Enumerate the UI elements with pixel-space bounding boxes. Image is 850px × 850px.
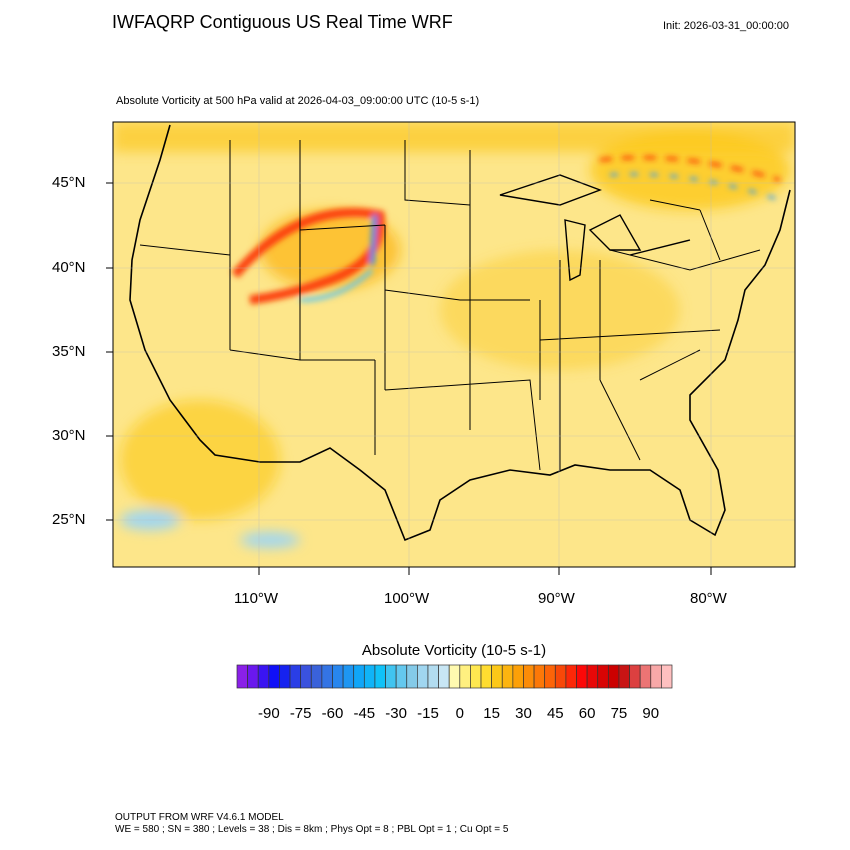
- colorbar-box: [639, 664, 652, 689]
- colorbar-tick-label: 15: [483, 705, 500, 722]
- colorbar-box: [289, 664, 302, 689]
- colorbar-box: [395, 664, 408, 689]
- colorbar-box: [459, 664, 471, 689]
- colorbar-box: [342, 664, 355, 689]
- axis-ticks: [106, 182, 712, 575]
- lat-tick-label: 35°N: [52, 343, 86, 360]
- colorbar-box: [257, 664, 270, 689]
- lon-tick-label: 90°W: [538, 590, 575, 607]
- plot-title: IWFAQRP Contiguous US Real Time WRF: [112, 12, 453, 32]
- colorbar-box: [268, 664, 280, 689]
- map-frame: [112, 121, 796, 568]
- plot-subtitle: Absolute Vorticity at 500 hPa valid at 2…: [116, 95, 480, 107]
- colorbar-box: [448, 664, 461, 689]
- colorbar-box: [332, 664, 344, 689]
- lon-tick-label: 110°W: [234, 590, 279, 607]
- colorbar-box: [470, 664, 482, 689]
- coastline-outline: [129, 124, 791, 542]
- colorbar: [236, 664, 673, 689]
- colorbar-title: Absolute Vorticity (10-5 s-1): [361, 642, 547, 659]
- great-lakes: [499, 174, 691, 282]
- colorbar-box: [480, 664, 492, 689]
- colorbar-box: [629, 664, 641, 689]
- colorbar-box: [501, 664, 514, 689]
- model-info-line2: WE = 580 ; SN = 380 ; Levels = 38 ; Dis …: [115, 824, 509, 835]
- colorbar-box: [618, 664, 630, 689]
- colorbar-box: [353, 664, 365, 689]
- lon-tick-label: 80°W: [690, 590, 727, 607]
- colorbar-box: [247, 664, 259, 689]
- colorbar-tick-label: -15: [417, 705, 439, 722]
- colorbar-tick-label: -75: [289, 705, 312, 722]
- colorbar-box: [533, 664, 546, 689]
- colorbar-tick-label: 45: [546, 705, 564, 722]
- colorbar-box: [438, 664, 450, 689]
- colorbar-box: [491, 664, 503, 689]
- colorbar-box: [300, 664, 312, 689]
- colorbar-box: [236, 664, 248, 689]
- colorbar-tick-label: 30: [515, 705, 532, 722]
- colorbar-tick-label: 75: [610, 705, 628, 722]
- lon-tick-label: 100°W: [384, 590, 430, 607]
- colorbar-box: [661, 664, 673, 689]
- colorbar-box: [363, 664, 376, 689]
- lat-tick-label: 40°N: [52, 259, 86, 276]
- colorbar-box: [523, 664, 535, 689]
- colorbar-box: [374, 664, 386, 689]
- colorbar-box: [512, 664, 524, 689]
- lat-tick-label: 45°N: [52, 174, 86, 191]
- colorbar-tick-label: 0: [455, 705, 464, 722]
- graticule: [113, 122, 795, 567]
- colorbar-box: [310, 664, 323, 689]
- colorbar-box: [417, 664, 429, 689]
- lat-tick-label: 25°N: [52, 511, 86, 528]
- colorbar-tick-label: -90: [257, 705, 280, 722]
- colorbar-box: [279, 664, 291, 689]
- colorbar-tick-label: 60: [578, 705, 596, 722]
- colorbar-box: [576, 664, 588, 689]
- colorbar-box: [650, 664, 662, 689]
- state-borders: [139, 140, 761, 471]
- colorbar-box: [586, 664, 599, 689]
- vorticity-band: [231, 156, 781, 305]
- lat-tick-label: 30°N: [52, 427, 86, 444]
- colorbar-box: [554, 664, 567, 689]
- colorbar-box: [321, 664, 333, 689]
- colorbar-tick-label: 90: [642, 705, 660, 722]
- colorbar-box: [565, 664, 577, 689]
- colorbar-box: [427, 664, 439, 689]
- colorbar-box: [385, 664, 397, 689]
- colorbar-tick-label: -60: [321, 705, 344, 722]
- colorbar-tick-label: -45: [353, 705, 376, 722]
- init-time: Init: 2026-03-31_00:00:00: [663, 20, 789, 32]
- colorbar-box: [597, 664, 609, 689]
- colorbar-box: [544, 664, 556, 689]
- colorbar-tick-label: -30: [385, 705, 407, 722]
- colorbar-box: [607, 664, 620, 689]
- colorbar-box: [406, 664, 418, 689]
- model-info-line1: OUTPUT FROM WRF V4.6.1 MODEL: [115, 812, 284, 823]
